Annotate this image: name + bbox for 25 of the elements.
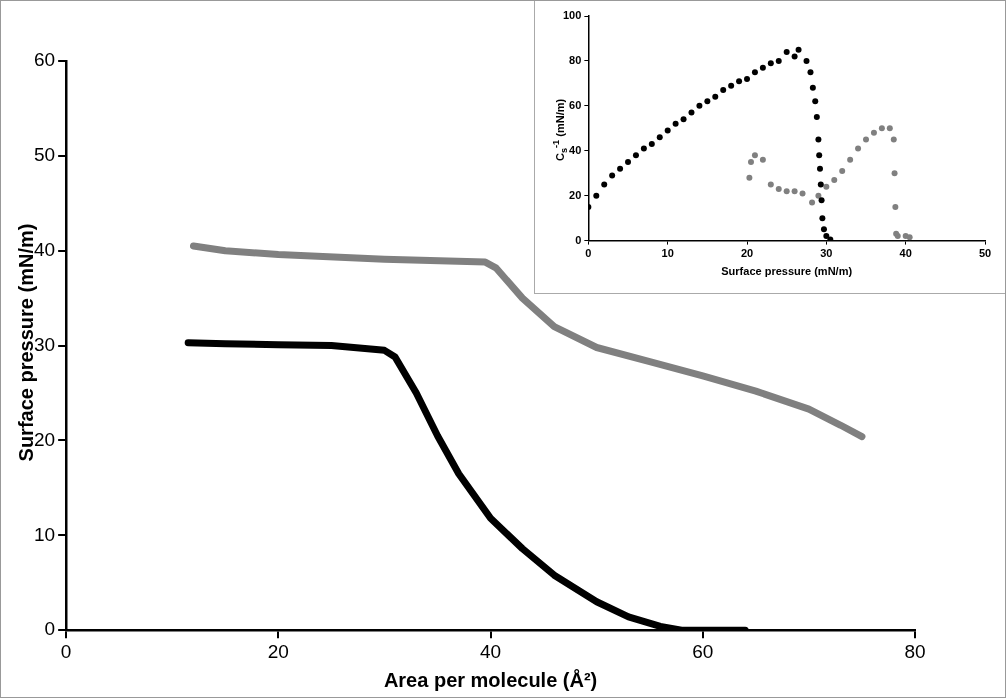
- y-tick-label: 50: [33, 144, 56, 166]
- y-tick-label: 10: [33, 523, 56, 545]
- x-axis-title: Area per molecule (Å²): [383, 667, 598, 691]
- y-tick-label: 40: [569, 143, 582, 156]
- y-tick-label: 80: [569, 53, 582, 66]
- y-tick-label: 30: [33, 333, 56, 355]
- y-tick-label: 60: [33, 49, 56, 71]
- x-tick-label: 50: [978, 247, 992, 260]
- x-tick-label: 10: [661, 247, 674, 260]
- x-tick-label: 0: [585, 247, 592, 260]
- y-tick-label: 20: [569, 188, 582, 201]
- x-tick-label: 40: [899, 247, 912, 260]
- x-tick-label: 20: [740, 247, 754, 260]
- y-tick-label: 20: [33, 428, 56, 450]
- x-tick-label: 80: [904, 640, 926, 662]
- x-tick-label: 30: [820, 247, 833, 260]
- x-tick-label: 60: [692, 640, 714, 662]
- x-tick-label: 40: [480, 640, 502, 662]
- y-tick-label: 100: [562, 9, 582, 22]
- y-tick-label: 0: [575, 233, 582, 246]
- x-tick-label: 20: [267, 640, 289, 662]
- x-tick-label: 0: [60, 640, 72, 662]
- y-tick-label: 60: [569, 98, 582, 111]
- x-axis-title: Surface pressure (mN/m): [721, 265, 853, 278]
- y-tick-label: 0: [44, 618, 56, 640]
